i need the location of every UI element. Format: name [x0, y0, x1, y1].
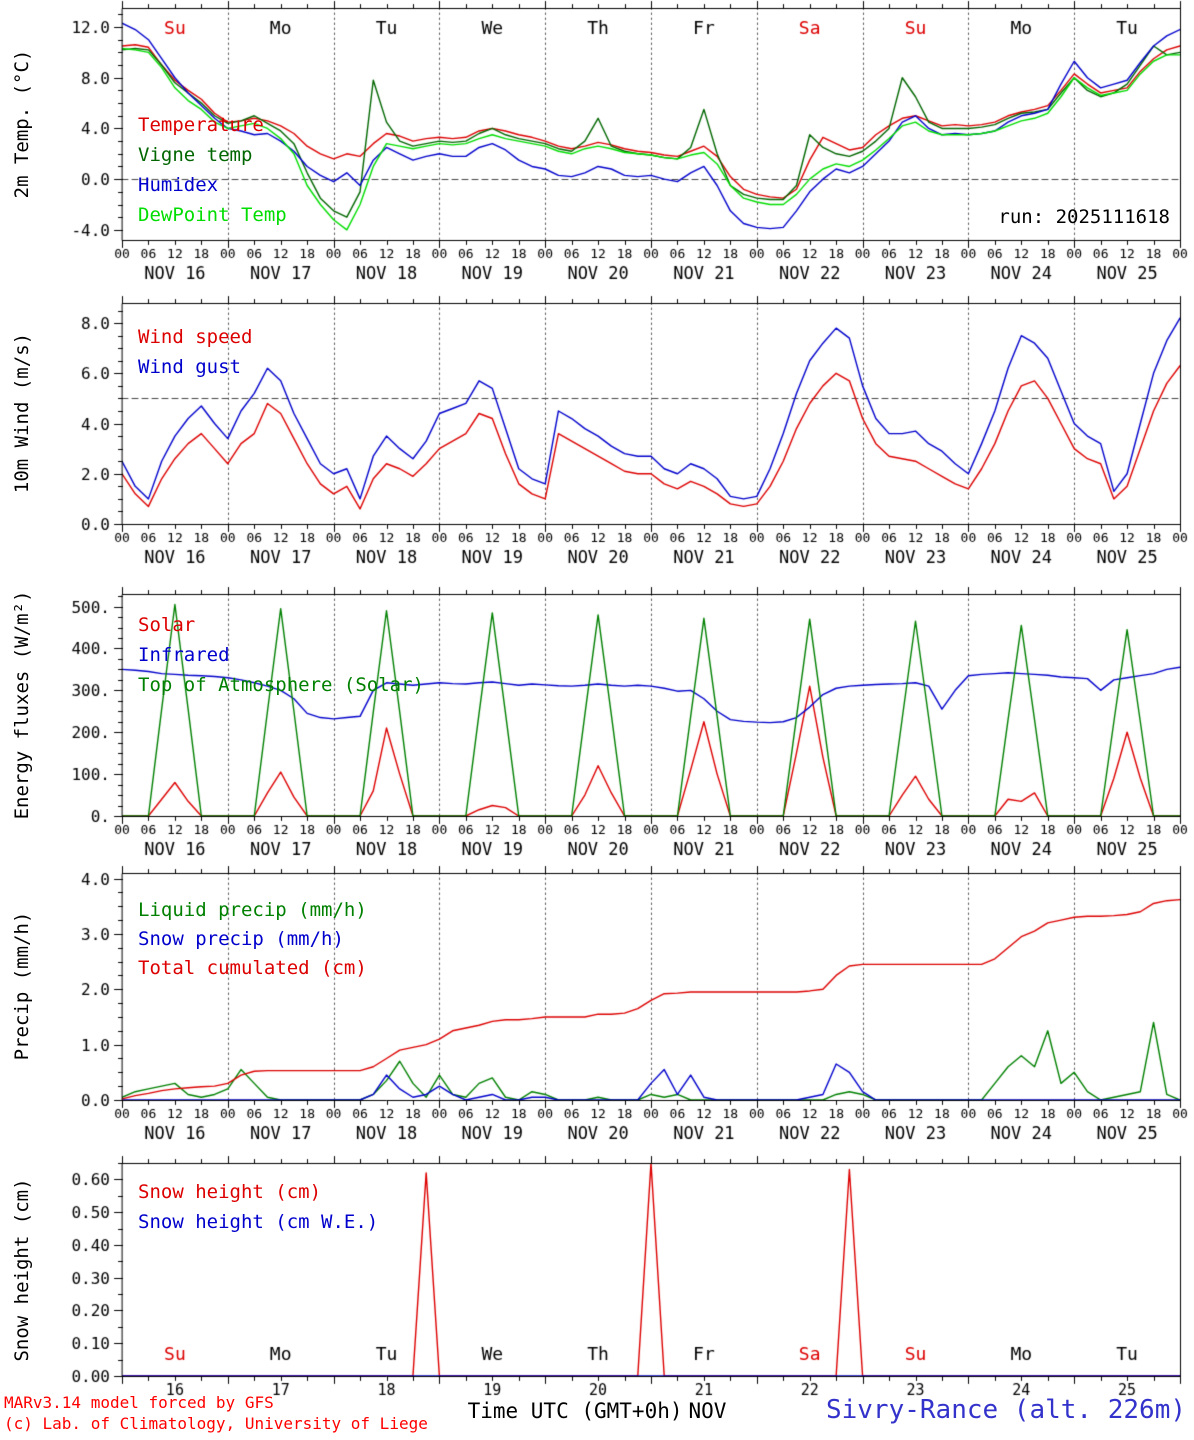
run-label: run: 2025111618 [998, 206, 1170, 228]
legend-temp-0: Temperature [138, 114, 264, 136]
x-axis-title: Time UTC (GMT+0h) NOV [468, 1399, 727, 1423]
station-label: Sivry-Rance (alt. 226m) [825, 1395, 1186, 1425]
legend-precip-1: Snow precip (mm/h) [138, 928, 344, 950]
legend-wind-0: Wind speed [138, 326, 253, 348]
legend-snow-0: Snow height (cm) [138, 1181, 322, 1203]
legend-snow-1: Snow height (cm W.E.) [138, 1211, 379, 1233]
legend-energy-0: Solar [138, 614, 196, 636]
month-label: NOV [688, 1399, 727, 1423]
legend-energy-1: Infrared [138, 644, 230, 666]
legend-temp-3: DewPoint Temp [138, 204, 287, 226]
y-axis-label-energy: Energy fluxes (W/m²) [11, 590, 33, 820]
model-credit-line1: MARv3.14 model forced by GFS [4, 1393, 274, 1412]
legend-temp-1: Vigne temp [138, 144, 253, 166]
y-axis-label-wind: 10m Wind (m/s) [11, 332, 33, 494]
legend-energy-2: Top of Atmosphere (Solar) [138, 674, 424, 696]
y-axis-label-precip: Precip (mm/h) [11, 911, 33, 1061]
legend-temp-2: Humidex [138, 174, 219, 196]
y-axis-label-temperature: 2m Temp. (°C) [11, 49, 33, 199]
legend-wind-1: Wind gust [138, 356, 241, 378]
legend-precip-2: Total cumulated (cm) [138, 957, 367, 979]
x-axis-title-text: Time UTC (GMT+0h) [467, 1399, 683, 1423]
model-credit-line2: (c) Lab. of Climatology, University of L… [4, 1414, 428, 1433]
legend-precip-0: Liquid precip (mm/h) [138, 899, 367, 921]
y-axis-label-snow: Snow height (cm) [11, 1178, 33, 1362]
